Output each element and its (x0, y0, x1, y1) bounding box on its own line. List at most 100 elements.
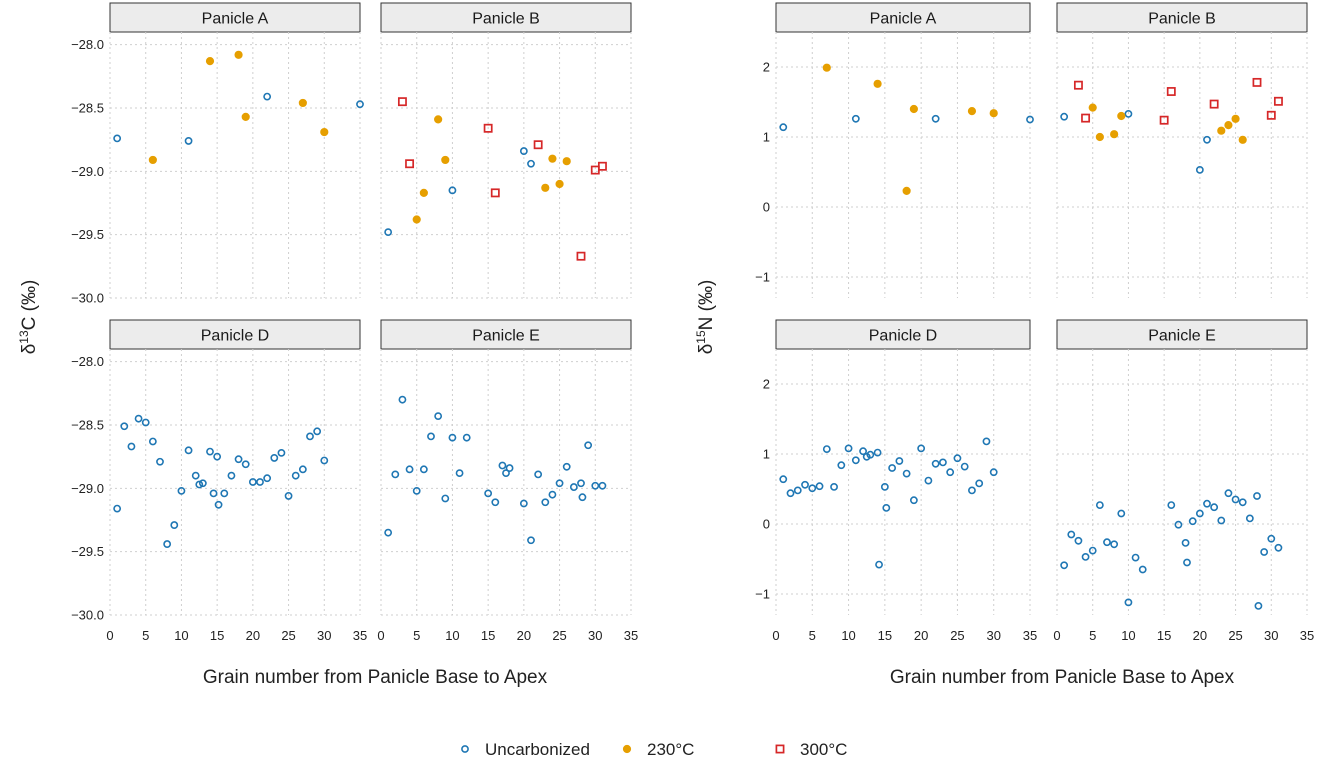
x-tick-label: 30 (588, 628, 602, 643)
legend-label: 300°C (800, 740, 847, 759)
data-point (801, 480, 809, 489)
series-uncarbonized (779, 114, 1034, 132)
data-point (419, 188, 428, 197)
y-tick-label: −28.0 (71, 37, 104, 52)
y-tick-label: 0 (763, 517, 770, 532)
data-point (1103, 538, 1111, 547)
data-point (519, 147, 528, 155)
panel-strip (1056, 319, 1308, 350)
data-point (591, 481, 600, 490)
data-point (412, 215, 421, 224)
data-point (398, 395, 407, 404)
data-point (491, 498, 500, 507)
data-point (434, 115, 443, 124)
y-tick-label: −28.0 (71, 354, 104, 369)
legend-marker (461, 745, 469, 753)
data-point (1274, 543, 1283, 552)
x-tick-label: 30 (1264, 628, 1278, 643)
nitrogen-panel-panicle-a: Panicle A −1 0 1 2 (755, 2, 1034, 298)
data-point (1195, 509, 1204, 518)
series-230c (148, 50, 329, 165)
data-point (1217, 516, 1226, 525)
nitrogen-panel-panicle-b: Panicle B (1056, 2, 1308, 298)
data-point (1167, 501, 1176, 509)
data-point (1131, 553, 1140, 562)
data-point (1181, 539, 1190, 547)
data-point (1203, 135, 1211, 144)
data-point (880, 482, 889, 491)
panel-strip (775, 2, 1031, 33)
y-axis-title: δ13C (‰) (17, 280, 40, 355)
data-point (356, 100, 364, 109)
data-point (113, 504, 122, 513)
x-tick-label: 25 (950, 628, 964, 643)
legend-item: 230°C (622, 740, 694, 759)
data-point (384, 228, 393, 237)
data-point (859, 447, 867, 456)
data-point (141, 418, 150, 427)
data-point (946, 468, 955, 477)
data-point (502, 469, 510, 478)
data-point (441, 155, 450, 165)
data-point (875, 560, 883, 569)
data-point (519, 499, 528, 508)
data-point (1117, 111, 1126, 121)
data-point (851, 456, 860, 465)
carbon-panel-panicle-b: Panicle B (380, 2, 632, 299)
data-point (412, 486, 421, 495)
legend: Uncarbonized 230°C 300°C (461, 740, 847, 759)
data-point (148, 155, 157, 165)
data-point (577, 479, 585, 488)
y-tick-label: −29.5 (71, 227, 104, 242)
series-uncarbonized (113, 414, 329, 548)
data-point (1073, 80, 1083, 90)
data-point (184, 137, 193, 145)
panel-strip (1056, 2, 1308, 33)
panel-title: Panicle D (201, 328, 269, 345)
data-point (1067, 530, 1076, 539)
panel-title: Panicle E (1148, 328, 1216, 345)
data-point (851, 114, 860, 123)
series-230c (412, 115, 571, 224)
data-point (1260, 548, 1269, 556)
data-point (205, 57, 215, 66)
x-tick-label: 20 (246, 628, 260, 643)
nitrogen-panel-panicle-e: Panicle E 0 5 10 15 20 25 30 35 (1053, 319, 1314, 643)
data-point (306, 432, 314, 441)
y-tick-label: −1 (755, 587, 770, 602)
data-point (555, 179, 564, 189)
data-point (527, 536, 535, 545)
series-230c (1088, 103, 1247, 144)
data-point (220, 489, 229, 498)
data-point (1203, 499, 1211, 508)
series-uncarbonized (1060, 110, 1211, 174)
data-point (241, 112, 250, 121)
data-point (405, 465, 414, 474)
series-300c (1073, 77, 1283, 125)
data-point (263, 92, 272, 101)
data-point (837, 461, 846, 470)
x-tick-label: 10 (445, 628, 459, 643)
data-point (298, 98, 307, 108)
data-point (1138, 565, 1147, 574)
data-point (313, 427, 322, 436)
x-tick-label: 10 (1121, 628, 1135, 643)
data-point (786, 489, 795, 498)
carbon-panel-panicle-a: Panicle A −30.0 −29.5 −29.0 −28.5 −28.0 (71, 2, 364, 306)
data-point (163, 540, 172, 548)
data-point (1267, 534, 1276, 543)
data-point (206, 447, 214, 456)
x-tick-label: 0 (1053, 628, 1060, 643)
x-tick-label: 25 (281, 628, 295, 643)
data-point (931, 114, 940, 123)
x-tick-label: 25 (552, 628, 566, 643)
data-point (213, 452, 222, 461)
data-point (184, 446, 193, 455)
y-tick-label: −29.0 (71, 164, 104, 179)
data-point (448, 433, 457, 442)
data-point (1088, 546, 1097, 555)
data-point (815, 482, 824, 491)
data-point (291, 471, 300, 480)
data-point (234, 455, 243, 464)
